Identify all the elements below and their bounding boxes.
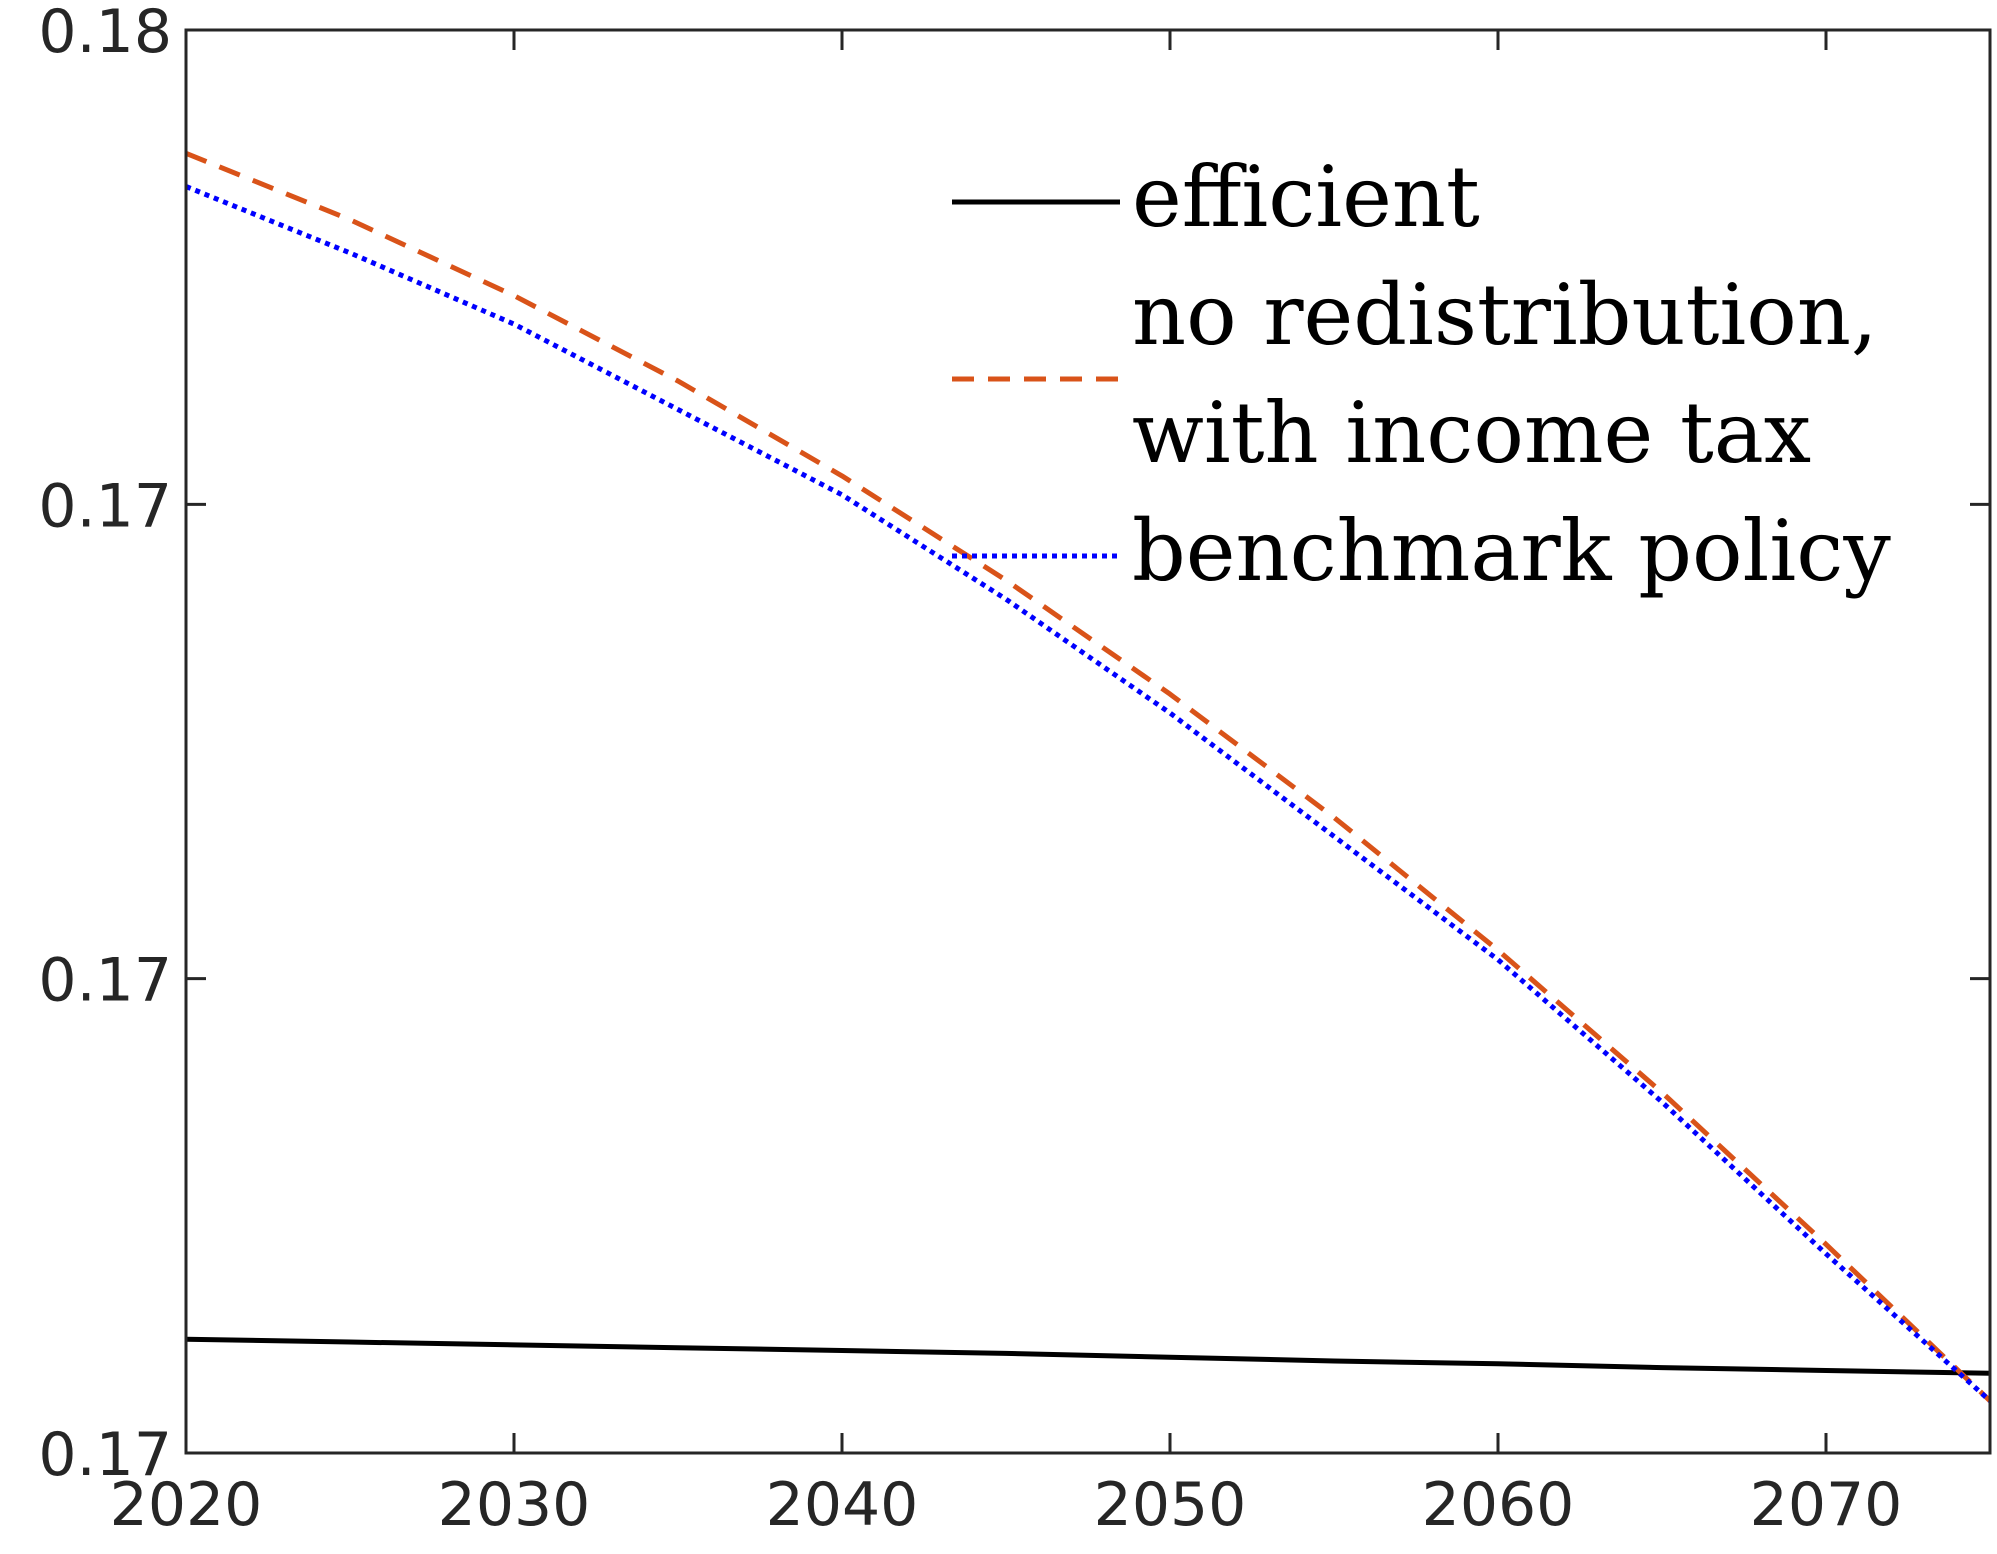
plot-area [186, 150, 1990, 1403]
legend: efficient no redistribution, with income t… [952, 148, 1891, 600]
y-tick-label: 0.17 [38, 471, 172, 541]
y-tick-label: 0.17 [38, 946, 172, 1016]
x-tick-label: 2070 [1750, 1470, 1903, 1540]
legend-label-3: benchmark policy [1132, 502, 1891, 600]
axes: 2020 2030 2040 2050 2060 2070 0.17 0.17 0.17 0.18 [38, 0, 1992, 1540]
y-tick-label: 0.17 [38, 1420, 172, 1490]
axes-box [184, 28, 1992, 1455]
series-line-3 [186, 184, 1990, 1403]
legend-label-1: efficient [1132, 148, 1480, 246]
x-tick-label: 2030 [438, 1470, 591, 1540]
series-line-2 [186, 150, 1990, 1403]
x-tick-label: 2020 [110, 1470, 263, 1540]
x-tick-label: 2050 [1094, 1470, 1247, 1540]
series-line-1 [186, 1336, 1990, 1376]
x-tick-label: 2040 [766, 1470, 919, 1540]
legend-label-2: with income tax [1132, 384, 1811, 482]
y-tick-label: 0.18 [38, 0, 172, 67]
x-tick-label: 2060 [1422, 1470, 1575, 1540]
legend-label-2: no redistribution, [1132, 266, 1878, 364]
